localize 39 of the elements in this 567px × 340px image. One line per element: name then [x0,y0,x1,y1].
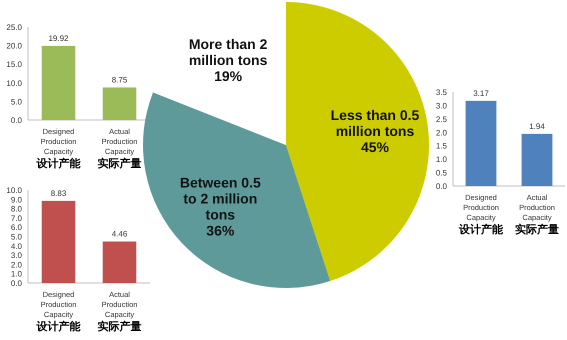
y-tick-label: 15.0 [6,60,23,70]
y-tick-label: 8.0 [10,204,23,214]
data-label: 36% [206,222,235,239]
y-tick-label: 3.0 [10,251,23,260]
data-label: 19% [214,68,243,84]
y-tick-label: 0.0 [10,116,23,125]
y-tick-label: 5.0 [10,97,23,106]
y-tick-label: 9.0 [10,195,23,204]
data-label: 4.46 [112,230,128,239]
y-tick-label: 1.0 [436,155,448,164]
y-tick-label: 10.0 [6,186,23,195]
slice-label: Between 0.5 to 2 million tons [180,174,261,223]
data-label: 1.94 [529,122,546,131]
data-label: 8.83 [50,188,67,198]
data-label: 3.17 [473,88,490,98]
y-tick-label: 1.5 [436,142,448,151]
y-tick-label: 4.0 [10,242,23,251]
data-label: 8.75 [112,75,128,84]
slice-label: Less than 0.5 million tons [330,106,420,139]
y-tick-label: 20.0 [6,42,23,51]
y-tick-label: 0.0 [10,279,23,288]
y-tick-label: 2.5 [436,114,448,124]
y-tick-label: 10.0 [6,78,23,88]
y-tick-label: 0.5 [436,168,448,178]
y-tick-label: 3.0 [436,101,448,110]
y-tick-label: 2.0 [436,128,448,138]
y-tick-label: 3.5 [436,88,448,97]
y-tick-label: 7.0 [10,214,23,223]
y-tick-label: 6.0 [10,223,23,232]
data-label: 45% [360,138,390,155]
y-tick-label: 0.0 [436,182,448,191]
y-tick-label: 1.0 [10,270,23,279]
slice-label: More than 2 million tons [188,36,268,68]
y-tick-label: 5.0 [10,232,23,242]
y-tick-label: 2.0 [10,260,23,270]
data-label: 19.92 [48,34,70,43]
pie-slice [143,92,330,288]
pie-slice [286,2,429,281]
y-tick-label: 25.0 [6,23,23,32]
